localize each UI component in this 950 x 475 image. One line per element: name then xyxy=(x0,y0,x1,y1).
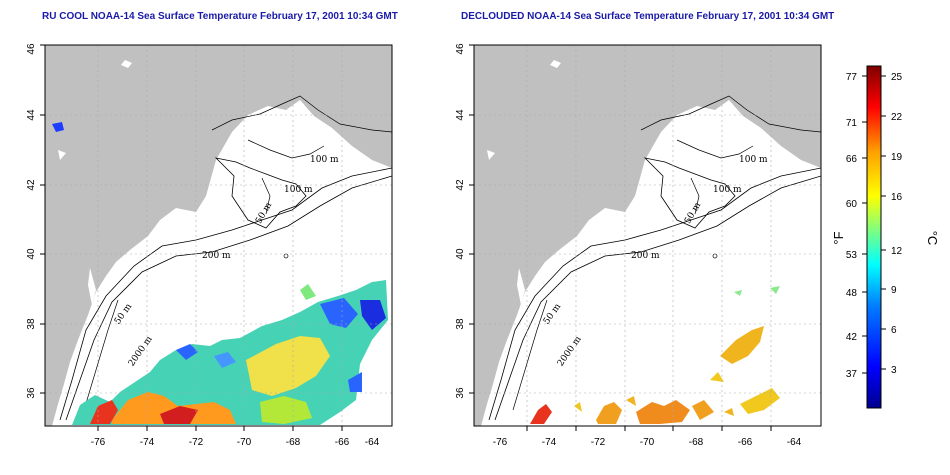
celsius-unit-label: °C xyxy=(925,231,940,246)
celsius-tick: 9 xyxy=(891,285,897,296)
fahrenheit-tick: 77 xyxy=(846,72,858,83)
left-graticule xyxy=(45,45,392,426)
map-frame xyxy=(473,44,822,427)
fahrenheit-unit-label: °F xyxy=(831,231,846,244)
lat-tick-label: 42 xyxy=(455,179,466,191)
lon-tick-label: -72 xyxy=(189,437,204,448)
lon-tick-label: -68 xyxy=(286,437,301,448)
celsius-tick: 19 xyxy=(891,152,903,163)
lon-tick-label: -66 xyxy=(738,437,753,448)
celsius-tick: 25 xyxy=(891,72,903,83)
lat-tick-label: 40 xyxy=(455,248,466,260)
contour-label: 200 m xyxy=(631,251,660,261)
contour-label: 100 m xyxy=(739,155,768,165)
lat-tick-label: 46 xyxy=(455,43,466,55)
lat-tick-label: 38 xyxy=(455,318,466,330)
celsius-tick: 16 xyxy=(891,192,903,203)
colorbar-gradient xyxy=(866,65,882,409)
lon-tick-label: -70 xyxy=(640,437,655,448)
lat-tick-label: 42 xyxy=(26,179,37,191)
lat-tick-label: 38 xyxy=(26,318,37,330)
lon-tick-label: -64 xyxy=(365,437,380,448)
fahrenheit-tick: 53 xyxy=(846,250,858,261)
lat-tick-label: 44 xyxy=(455,109,466,121)
lat-tick-label: 36 xyxy=(455,387,466,399)
lon-tick-label: -76 xyxy=(493,437,508,448)
lon-tick-label: -74 xyxy=(140,437,155,448)
lon-tick-label: -70 xyxy=(237,437,252,448)
celsius-tick: 12 xyxy=(891,246,903,257)
land-mass-east xyxy=(330,112,392,150)
lon-tick-label: -74 xyxy=(542,437,557,448)
fahrenheit-tick: 60 xyxy=(846,199,858,210)
lon-tick-label: -68 xyxy=(689,437,704,448)
celsius-tick: 22 xyxy=(891,112,903,123)
left-map: 100 m 100 m 50 m 200 m 50 m 2000 m -76 -… xyxy=(26,43,393,448)
land-mass xyxy=(45,45,392,426)
lat-tick-label: 36 xyxy=(26,387,37,399)
contour-label: 100 m xyxy=(284,185,313,195)
right-map-title: DECLOUDED NOAA-14 Sea Surface Temperatur… xyxy=(461,11,835,22)
fahrenheit-tick: 42 xyxy=(846,332,858,343)
lat-tick-label: 44 xyxy=(26,109,37,121)
fahrenheit-tick: 71 xyxy=(846,118,858,129)
lon-tick-label: -64 xyxy=(787,437,802,448)
colorbar: 77 71 66 60 53 48 42 37 25 22 19 16 12 9… xyxy=(831,65,940,409)
right-graticule xyxy=(474,45,821,426)
sst-patches-right xyxy=(530,286,780,424)
left-map-title: RU COOL NOAA-14 Sea Surface Temperature … xyxy=(42,11,398,22)
lon-tick-label: -76 xyxy=(91,437,106,448)
sst-patches-left xyxy=(52,122,388,425)
fahrenheit-tick: 66 xyxy=(846,154,858,165)
celsius-tick: 6 xyxy=(891,325,897,336)
celsius-tick: 3 xyxy=(891,365,897,376)
fahrenheit-tick: 48 xyxy=(846,288,858,299)
contour-label: 100 m xyxy=(713,185,742,195)
lat-tick-label: 46 xyxy=(26,43,37,55)
contour-label: 100 m xyxy=(310,155,339,165)
contour-label: 200 m xyxy=(202,251,231,261)
fahrenheit-tick: 37 xyxy=(846,369,858,380)
lon-tick-label: -66 xyxy=(335,437,350,448)
land-mass-east xyxy=(759,112,821,150)
right-map: 100 m 100 m 50 m 200 m 50 m 2000 m -76 -… xyxy=(455,43,822,448)
lon-tick-label: -72 xyxy=(591,437,606,448)
lat-tick-label: 40 xyxy=(26,248,37,260)
land-mass xyxy=(474,45,821,426)
map-frame xyxy=(44,44,393,427)
